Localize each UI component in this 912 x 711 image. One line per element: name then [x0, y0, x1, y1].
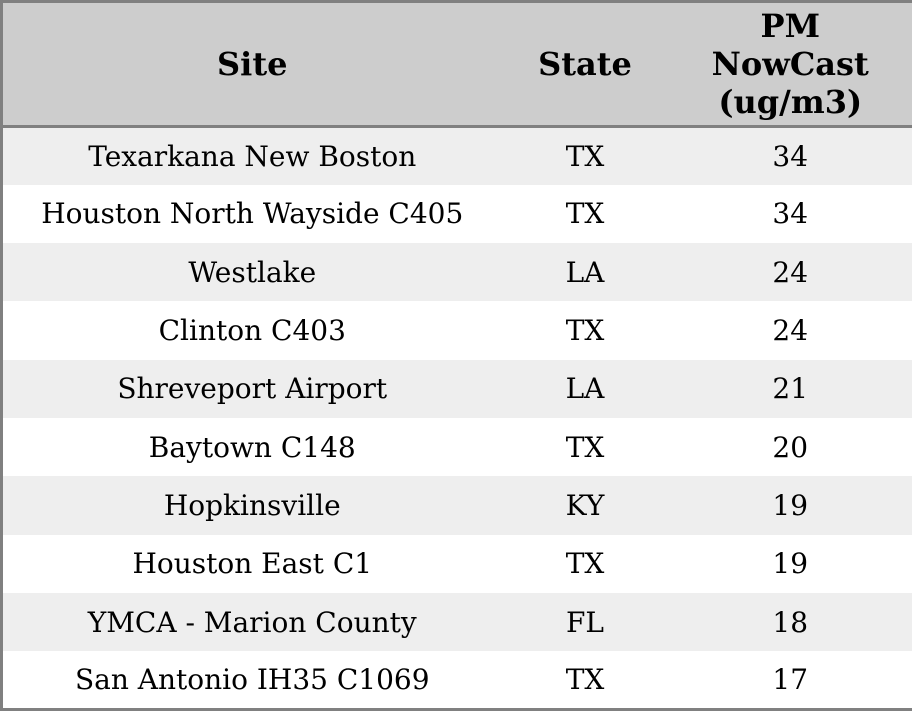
pm-nowcast-cell: 20 — [668, 417, 912, 477]
site-cell: Shreveport Airport — [1, 359, 502, 418]
state-cell: LA — [501, 243, 669, 302]
pm-nowcast-cell: 19 — [668, 476, 912, 535]
column-header-site: Site — [1, 1, 502, 128]
site-cell: Hopkinsville — [1, 476, 502, 535]
state-cell: TX — [501, 651, 669, 710]
table-row: Baytown C148 TX 20 — [1, 417, 912, 477]
site-cell: Baytown C148 — [1, 417, 502, 477]
table-body: Texarkana New Boston TX 34 Houston North Wa… — [1, 126, 912, 710]
state-cell: TX — [501, 534, 669, 593]
state-cell: TX — [501, 184, 669, 244]
pm-nowcast-cell: 34 — [668, 184, 912, 244]
pm-nowcast-cell: 24 — [668, 243, 912, 302]
state-cell: LA — [501, 359, 669, 418]
state-cell: KY — [501, 476, 669, 535]
pm-nowcast-cell: 21 — [668, 359, 912, 418]
state-cell: TX — [501, 417, 669, 477]
site-cell: Houston North Wayside C405 — [1, 184, 502, 244]
table-row: Texarkana New Boston TX 34 — [1, 126, 912, 185]
column-header-pm-nowcast: PM NowCast (ug/m3) — [668, 1, 912, 128]
pm-nowcast-cell: 17 — [668, 651, 912, 710]
table-row: Clinton C403 TX 24 — [1, 301, 912, 360]
table-row: San Antonio IH35 C1069 TX 17 — [1, 651, 912, 710]
pm-nowcast-cell: 24 — [668, 301, 912, 360]
table-row: Westlake LA 24 — [1, 243, 912, 302]
site-cell: Clinton C403 — [1, 301, 502, 360]
state-cell: TX — [501, 301, 669, 360]
site-cell: Texarkana New Boston — [1, 126, 502, 185]
site-cell: YMCA - Marion County — [1, 592, 502, 652]
site-cell: Westlake — [1, 243, 502, 302]
pm-nowcast-cell: 18 — [668, 592, 912, 652]
pm-nowcast-cell: 34 — [668, 126, 912, 185]
state-cell: TX — [501, 126, 669, 185]
table-header: Site State PM NowCast (ug/m3) — [1, 1, 912, 128]
column-header-state: State — [501, 1, 669, 128]
table-row: Hopkinsville KY 19 — [1, 476, 912, 535]
header-row: Site State PM NowCast (ug/m3) — [1, 1, 912, 128]
table-row: YMCA - Marion County FL 18 — [1, 592, 912, 652]
table-row: Houston East C1 TX 19 — [1, 534, 912, 593]
state-cell: FL — [501, 592, 669, 652]
site-cell: San Antonio IH35 C1069 — [1, 651, 502, 710]
table-row: Houston North Wayside C405 TX 34 — [1, 184, 912, 244]
table-row: Shreveport Airport LA 21 — [1, 359, 912, 418]
site-cell: Houston East C1 — [1, 534, 502, 593]
pm-nowcast-cell: 19 — [668, 534, 912, 593]
